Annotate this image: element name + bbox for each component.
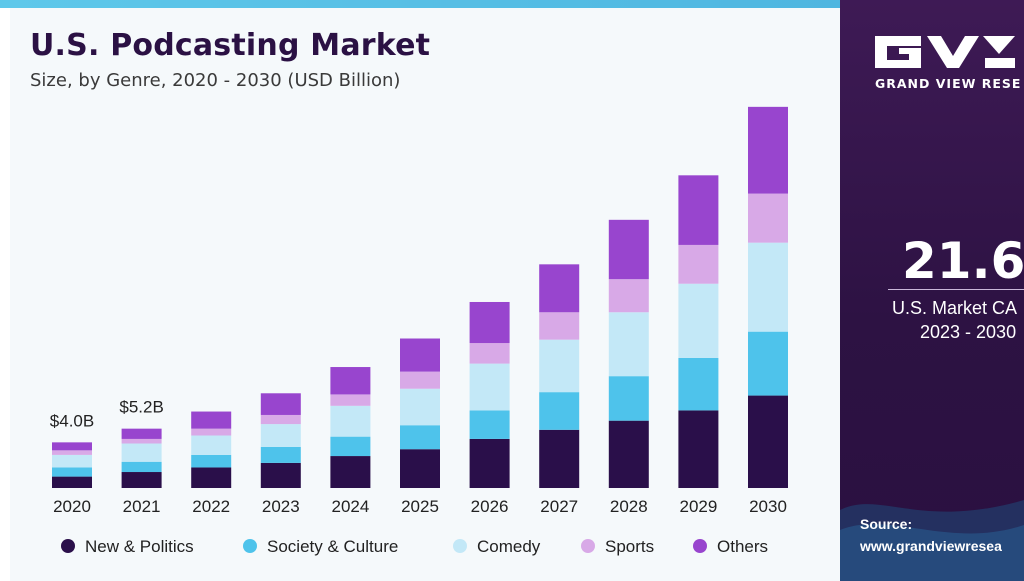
bar-new-politics-2021: [121, 472, 162, 488]
legend-label-others: Others: [717, 537, 768, 556]
bar-others-2023: [260, 393, 301, 415]
bar-society-culture-2020: [52, 467, 92, 477]
bar-society-culture-2021: [121, 461, 162, 473]
bar-new-politics-2029: [678, 410, 719, 488]
bar-sports-2021: [121, 438, 162, 444]
bar-society-culture-2028: [608, 376, 649, 421]
bar-sports-2029: [678, 244, 719, 284]
bar-comedy-2025: [400, 388, 440, 426]
bar-sports-2022: [191, 428, 232, 436]
legend-swatch-society-culture: [243, 539, 257, 553]
chart-subtitle: Size, by Genre, 2020 - 2030 (USD Billion…: [30, 70, 401, 91]
bar-new-politics-2027: [539, 429, 580, 488]
bar-sports-2020: [52, 450, 92, 455]
cagr-label: U.S. Market CA: [892, 298, 1018, 318]
bar-others-2022: [191, 411, 232, 429]
bar-society-culture-2030: [748, 331, 788, 396]
legend-swatch-others: [693, 539, 707, 553]
x-tick-label-2027: 2027: [540, 497, 578, 516]
bar-others-2021: [121, 428, 162, 439]
bar-others-2024: [330, 367, 371, 395]
bar-society-culture-2027: [539, 392, 580, 430]
bar-others-2029: [678, 175, 719, 245]
bar-comedy-2024: [330, 405, 371, 437]
bar-new-politics-2028: [608, 420, 649, 488]
x-tick-label-2025: 2025: [401, 497, 439, 516]
bar-sports-2027: [539, 312, 580, 340]
bar-comedy-2029: [678, 283, 719, 358]
bar-comedy-2027: [539, 339, 580, 393]
bar-others-2025: [400, 338, 440, 372]
bar-others-2030: [748, 106, 788, 194]
bar-society-culture-2029: [678, 357, 719, 411]
legend-label-sports: Sports: [605, 537, 654, 556]
bar-comedy-2030: [748, 242, 788, 332]
bar-new-politics-2025: [400, 449, 440, 488]
bar-sports-2023: [260, 414, 301, 425]
bar-new-politics-2030: [748, 395, 788, 488]
bar-others-2028: [608, 219, 649, 280]
bar-new-politics-2022: [191, 467, 232, 488]
x-tick-label-2024: 2024: [331, 497, 369, 516]
bar-comedy-2023: [260, 424, 301, 447]
bar-society-culture-2026: [469, 410, 510, 439]
logo-caption: GRAND VIEW RESE: [875, 76, 1022, 91]
bar-society-culture-2022: [191, 454, 232, 468]
legend-swatch-comedy: [453, 539, 467, 553]
cagr-divider: [888, 289, 1024, 290]
bar-new-politics-2023: [260, 462, 301, 488]
data-label-2020: $4.0B: [50, 411, 94, 430]
bar-sports-2025: [400, 371, 440, 389]
legend-label-society-culture: Society & Culture: [267, 537, 398, 556]
x-tick-label-2020: 2020: [53, 497, 91, 516]
x-tick-label-2030: 2030: [749, 497, 787, 516]
bar-sports-2028: [608, 279, 649, 313]
bars-layer: [52, 106, 788, 488]
x-axis-ticks: 2020 2021 2022 2023 2024 2025 2026 2027 2028 2029…: [53, 497, 787, 516]
bar-sports-2030: [748, 193, 788, 243]
source-label: Source:: [860, 516, 913, 532]
x-tick-label-2029: 2029: [679, 497, 717, 516]
gvr-logo-icon: [875, 36, 1015, 68]
x-tick-label-2026: 2026: [471, 497, 509, 516]
legend-label-comedy: Comedy: [477, 537, 541, 556]
x-tick-label-2021: 2021: [123, 497, 161, 516]
bar-comedy-2022: [191, 435, 232, 455]
bar-new-politics-2020: [52, 476, 92, 488]
bar-others-2020: [52, 442, 92, 451]
legend-label-new-politics: New & Politics: [85, 537, 194, 556]
chart-title: U.S. Podcasting Market: [30, 28, 431, 63]
bar-society-culture-2024: [330, 436, 371, 457]
x-tick-label-2022: 2022: [192, 497, 230, 516]
bar-comedy-2026: [469, 363, 510, 411]
annotations-layer: $4.0B $5.2B: [50, 398, 164, 431]
legend-swatch-sports: [581, 539, 595, 553]
info-sidebar: GRAND VIEW RESE 21.6% U.S. Market CA 202…: [840, 0, 1024, 581]
stacked-bar-chart: $4.0B$5.2B 2020 2021 2022 2023 2024 2025 2026 2…: [50, 106, 788, 556]
bar-others-2027: [539, 264, 580, 313]
cagr-period: 2023 - 2030: [920, 322, 1017, 342]
source-url: www.grandviewresea: [860, 538, 1002, 554]
bar-comedy-2021: [121, 443, 162, 462]
legend-swatch-new-politics: [61, 539, 75, 553]
bar-sports-2026: [469, 343, 510, 364]
bar-new-politics-2024: [330, 456, 371, 488]
x-tick-label-2023: 2023: [262, 497, 300, 516]
bar-comedy-2028: [608, 312, 649, 377]
cagr-value: 21.6%: [902, 232, 1024, 290]
bar-new-politics-2026: [469, 438, 510, 488]
bar-society-culture-2023: [260, 446, 301, 463]
bar-others-2026: [469, 301, 510, 344]
x-tick-label-2028: 2028: [610, 497, 648, 516]
bar-comedy-2020: [52, 454, 92, 468]
bar-society-culture-2025: [400, 425, 440, 450]
bar-sports-2024: [330, 394, 371, 406]
decorative-wave: [840, 500, 1024, 581]
legend: New & Politics Society & Culture Comedy Spo…: [61, 537, 768, 556]
data-label-2021: $5.2B: [119, 398, 163, 417]
top-accent-bar: [0, 0, 840, 8]
